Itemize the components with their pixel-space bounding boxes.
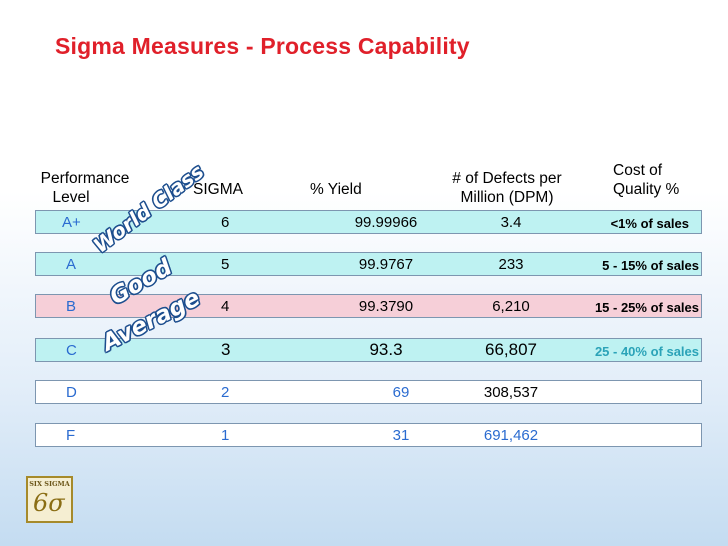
cell-dpm: 308,537 [483, 384, 539, 401]
cell-dpm: 233 [498, 256, 524, 273]
cell-level: F [66, 427, 76, 444]
table-row-d: D 2 69 308,537 [35, 380, 702, 404]
cell-sigma: 4 [221, 298, 230, 315]
cell-sigma: 5 [221, 256, 230, 273]
cell-yield: 99.99966 [354, 214, 418, 231]
header-yield: % Yield [310, 181, 362, 198]
cell-sigma: 6 [221, 214, 230, 231]
header-cost-line1: Cost of [613, 162, 663, 179]
cell-yield: 31 [392, 427, 410, 444]
cell-level: D [66, 384, 77, 401]
header-defects-line1: # of Defects per [452, 170, 562, 187]
cell-cost: 5 - 15% of sales [602, 258, 699, 273]
header-performance-line1: Performance [40, 170, 130, 187]
table-row-b: B 4 99.3790 6,210 15 - 25% of sales [35, 294, 702, 318]
six-sigma-logo: SIX SIGMA 6σ [26, 476, 73, 523]
logo-top-text: SIX SIGMA [29, 480, 70, 488]
cell-cost: <1% of sales [610, 216, 689, 231]
cell-sigma: 1 [221, 427, 230, 444]
cell-yield: 93.3 [369, 340, 403, 359]
cell-level: A [66, 256, 77, 273]
header-performance-line2: Level [52, 189, 90, 206]
header-cost-line2: Quality % [613, 181, 680, 198]
cell-dpm: 6,210 [492, 298, 530, 315]
table-row-f: F 1 31 691,462 [35, 423, 702, 447]
table-row-a: A 5 99.9767 233 5 - 15% of sales [35, 252, 702, 276]
cell-level: A+ [62, 214, 81, 231]
header-sigma: SIGMA [193, 181, 243, 198]
logo-glyph: 6σ [33, 489, 65, 517]
cell-sigma: 2 [221, 384, 230, 401]
cell-level: C [66, 342, 77, 359]
cell-yield: 69 [392, 384, 410, 401]
header-cost: Cost of Quality % [613, 161, 679, 199]
page-title: Sigma Measures - Process Capability [55, 33, 470, 59]
cell-dpm: 691,462 [483, 427, 539, 444]
header-defects-line2: Million (DPM) [460, 189, 554, 206]
cell-yield: 99.9767 [358, 256, 414, 273]
table-row-c: C 3 93.3 66,807 25 - 40% of sales [35, 338, 702, 362]
cell-dpm: 3.4 [500, 214, 522, 231]
cell-dpm: 66,807 [485, 340, 537, 359]
cell-sigma: 3 [221, 340, 231, 359]
cell-cost: 15 - 25% of sales [594, 300, 699, 315]
header-defects: # of Defects per Million (DPM) [432, 169, 582, 207]
cell-cost: 25 - 40% of sales [594, 344, 699, 359]
header-performance-level: Performance Level [30, 169, 140, 207]
cell-level: B [66, 298, 77, 315]
table-row-a-plus: A+ 6 99.99966 3.4 <1% of sales [35, 210, 702, 234]
cell-yield: 99.3790 [358, 298, 414, 315]
